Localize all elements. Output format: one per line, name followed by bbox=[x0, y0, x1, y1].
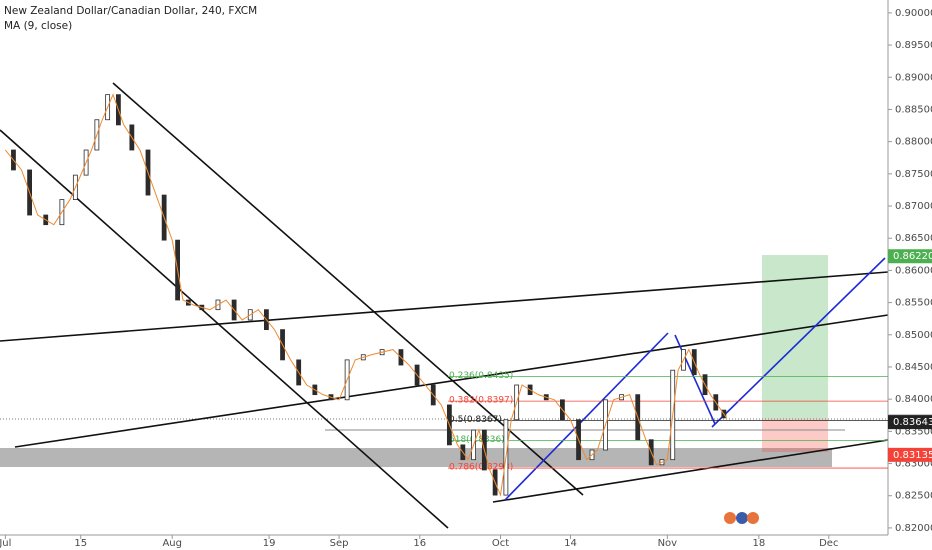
x-tick-label: 15 bbox=[74, 538, 87, 549]
price-tag bbox=[888, 249, 932, 264]
x-tick-label: Sep bbox=[330, 538, 349, 549]
chart-title: New Zealand Dollar/Canadian Dollar, 240,… bbox=[4, 5, 257, 17]
stop-zone bbox=[762, 419, 828, 452]
fib-label: 618(0.8336) bbox=[449, 435, 505, 445]
x-tick-label: Nov bbox=[658, 538, 678, 549]
price-tag bbox=[888, 415, 932, 430]
fib-label: 0.236(0.8435) bbox=[449, 371, 513, 381]
x-tick-label: 19 bbox=[263, 538, 276, 549]
target-zone bbox=[762, 255, 828, 419]
x-tick-label: Dec bbox=[819, 538, 838, 549]
price-tag-label: 0.83643 bbox=[893, 417, 932, 428]
price-tag bbox=[888, 447, 932, 462]
event-icons bbox=[724, 512, 759, 524]
indicator-label: MA (9, close) bbox=[4, 20, 72, 32]
x-tick-label: 14 bbox=[564, 538, 577, 549]
support-zone bbox=[0, 448, 832, 467]
fib-label: 0.786(0.8293) bbox=[449, 463, 513, 473]
x-tick-label: 18 bbox=[752, 538, 765, 549]
price-tag-label: 0.86220 bbox=[893, 251, 932, 262]
price-tag-label: 0.83135 bbox=[893, 450, 932, 461]
x-tick-label: Aug bbox=[162, 538, 182, 549]
fib-label: 0.5(0.8367) bbox=[449, 415, 502, 425]
y-tick-label: 0.82000 bbox=[895, 523, 932, 534]
fib-label: 0.382(0.8397) bbox=[449, 396, 513, 406]
x-tick-label: Oct bbox=[492, 538, 509, 549]
price-line bbox=[4, 93, 727, 497]
x-tick-label: Jul bbox=[0, 538, 11, 549]
x-tick-label: 16 bbox=[413, 538, 426, 549]
